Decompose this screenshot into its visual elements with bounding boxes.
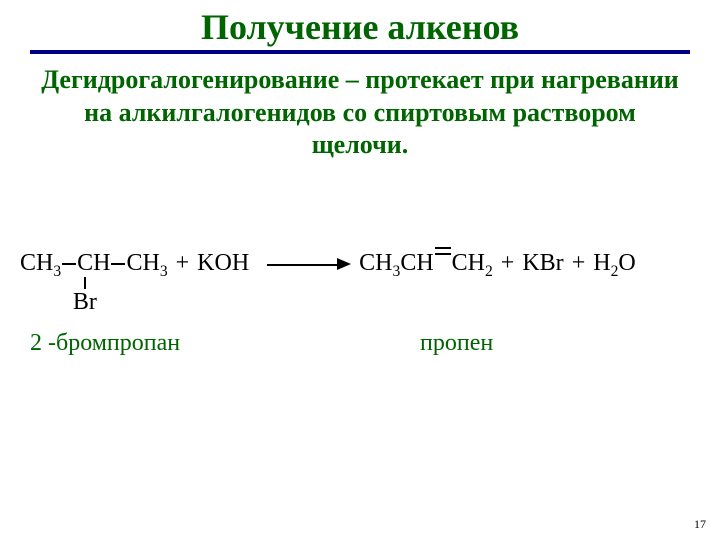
reaction-arrow [267, 264, 337, 266]
page-number: 17 [694, 517, 706, 532]
slide-subtitle: Дегидрогалогенирование – протекает при н… [0, 54, 720, 162]
subscript: 2 [485, 263, 493, 280]
subscript: 3 [53, 263, 61, 280]
product-molecule: CH3CH [359, 250, 433, 277]
subscript: 3 [160, 263, 168, 280]
kbr-product: KBr [522, 250, 563, 277]
reaction-equation: CH3 CH CH3 Br + KOH CH3CH CH2 [20, 250, 700, 316]
product-label: пропен [420, 330, 493, 357]
c-h: CH [452, 250, 485, 276]
ch-fragment: CH [77, 250, 110, 277]
single-bond [62, 263, 76, 265]
plus-sign: + [493, 250, 523, 277]
reactant-label: 2 -бромпропан [30, 330, 180, 357]
h2o-product: H2O [593, 250, 635, 277]
plus-sign: + [168, 250, 198, 277]
c-h: CH [20, 250, 53, 276]
ch3-fragment: CH3 [20, 250, 61, 277]
single-bond [111, 263, 125, 265]
double-bond [435, 250, 451, 252]
slide-title: Получение алкенов [195, 6, 525, 50]
plus-sign: + [564, 250, 594, 277]
c-h: CH [126, 250, 159, 276]
ch3-fragment: CH3 [126, 250, 167, 277]
br-fragment: Br [73, 289, 97, 316]
c-h: CH [359, 250, 392, 276]
c-h: CH [400, 250, 433, 276]
vertical-bond [84, 277, 86, 289]
h: H [593, 250, 610, 276]
arrow-head-icon [337, 258, 351, 270]
o: O [618, 250, 635, 276]
ch2-fragment: CH2 [452, 250, 493, 277]
reactant-molecule: CH3 CH CH3 Br [20, 250, 168, 316]
koh-reagent: KOH [197, 250, 249, 277]
